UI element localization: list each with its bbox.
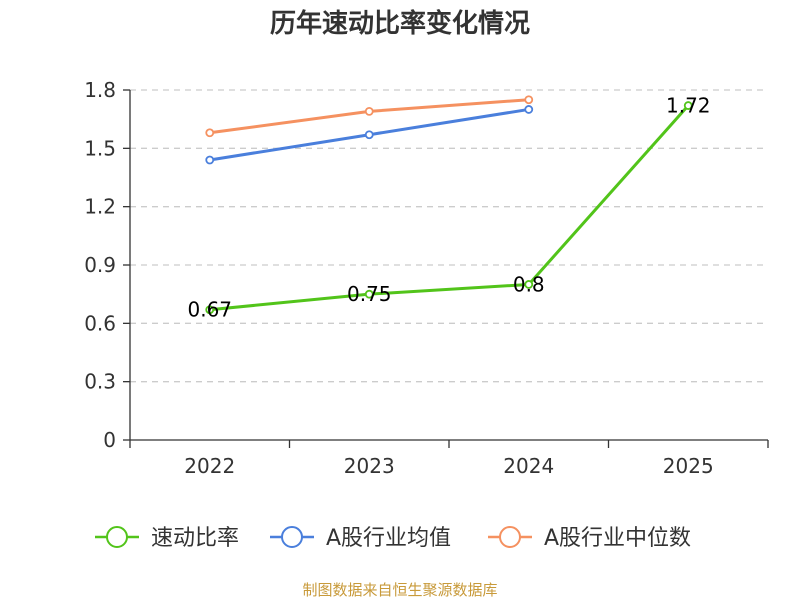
data-point <box>364 289 374 299</box>
grid <box>130 89 768 383</box>
legend-item: 速动比率 <box>95 526 239 551</box>
y-tick-label: 1.8 <box>84 78 116 102</box>
data-point <box>205 155 215 165</box>
y-tick-label: 0.3 <box>84 370 116 394</box>
data-point <box>524 105 534 114</box>
legend-marker-icon <box>499 526 521 548</box>
data-point <box>205 128 215 138</box>
legend-marker-icon <box>106 526 128 548</box>
legend-item: A股行业均值 <box>270 526 451 551</box>
y-tick-label: 1.2 <box>84 195 116 219</box>
data-labels: 0.67 0.75 0.8 1.72 <box>187 94 710 322</box>
data-point <box>524 280 534 289</box>
y-tick-label: 0 <box>103 428 116 452</box>
legend-item: A股行业中位数 <box>488 526 691 551</box>
data-label: 0.67 <box>187 298 232 322</box>
data-point <box>364 106 374 116</box>
x-tick-label: 2023 <box>344 454 395 478</box>
legend-label: 速动比率 <box>151 526 239 551</box>
series-industry-mean <box>205 105 534 165</box>
data-label: 0.75 <box>347 282 392 306</box>
data-point <box>524 95 534 105</box>
chart-title: 历年速动比率变化情况 <box>270 8 530 39</box>
x-tick-label: 2024 <box>503 454 554 478</box>
data-point <box>683 101 693 110</box>
y-tick-label: 0.9 <box>84 253 116 277</box>
legend-marker-icon <box>281 526 303 548</box>
x-tick-label: 2025 <box>663 454 714 478</box>
series-lines <box>205 95 693 315</box>
data-point <box>205 305 215 315</box>
series-line <box>208 104 690 312</box>
legend: 速动比率 A股行业均值 A股行业中位数 <box>95 526 691 551</box>
y-tick-label: 0.6 <box>84 311 116 335</box>
series-quick-ratio <box>205 101 693 315</box>
data-label: 0.8 <box>513 272 545 296</box>
source-note: 制图数据来自恒生聚源数据库 <box>302 581 497 599</box>
data-label: 1.72 <box>666 94 711 118</box>
legend-label: A股行业均值 <box>326 526 451 551</box>
axes: 0 0.3 0.6 0.9 1.2 1.5 1.8 2022 2023 2024 2025 <box>84 78 769 478</box>
legend-label: A股行业中位数 <box>544 526 691 551</box>
series-industry-median <box>205 95 534 138</box>
x-tick-label: 2022 <box>184 454 235 478</box>
y-tick-label: 1.5 <box>84 136 116 160</box>
data-point <box>364 130 374 140</box>
